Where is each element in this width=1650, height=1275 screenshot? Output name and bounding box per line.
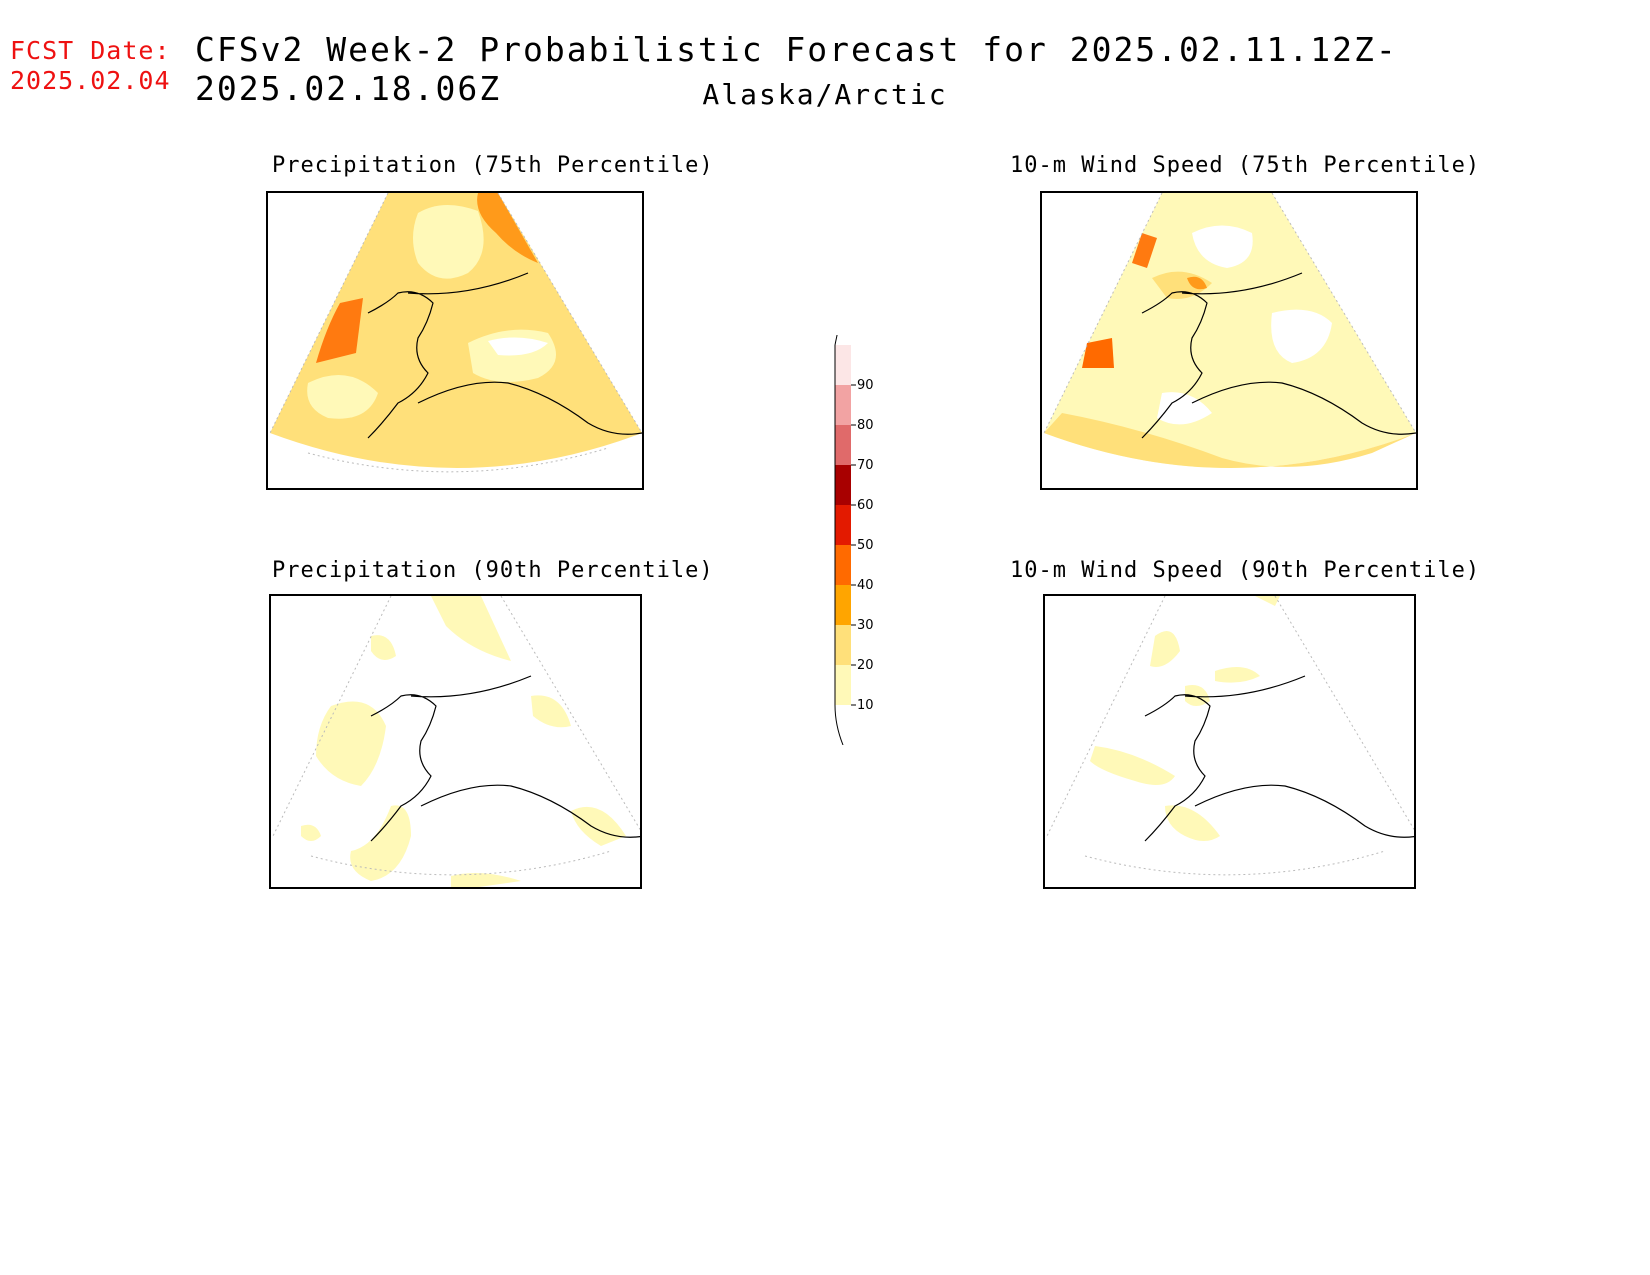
colorbar-label: 20 [857,658,874,673]
colorbar-label: 90 [857,378,874,393]
map-panel-wind-90 [1043,594,1416,889]
forecast-date-block: FCST Date: 2025.02.04 [10,36,171,96]
panel-title-wind-75: 10-m Wind Speed (75th Percentile) [1010,153,1481,178]
panel-title-precip-90: Precipitation (90th Percentile) [272,558,714,583]
panel-title-wind-90: 10-m Wind Speed (90th Percentile) [1010,558,1481,583]
colorbar-label: 10 [857,698,874,713]
colorbar-label: 70 [857,458,874,473]
colorbar-swatch [835,465,851,505]
colorbar-label: 30 [857,618,874,633]
colorbar-swatch [835,425,851,465]
colorbar-swatch [835,505,851,545]
colorbar-label: 60 [857,498,874,513]
forecast-date-label: FCST Date: [10,36,171,65]
colorbar-swatch [835,345,851,385]
colorbar-bottom-tail [834,704,844,745]
panel-title-precip-75: Precipitation (75th Percentile) [272,153,714,178]
forecast-date-value: 2025.02.04 [10,66,171,95]
map-panel-precip-75 [266,191,644,490]
page-title: CFSv2 Week-2 Probabilistic Forecast for … [195,30,1398,108]
colorbar-label: 50 [857,538,874,553]
map-panel-wind-75 [1040,191,1418,490]
colorbar-swatch [835,665,851,705]
colorbar-top-tail [834,335,838,346]
colorbar-legend: 10 20 30 40 50 60 70 80 90 [834,335,874,745]
colorbar-swatch [835,545,851,585]
colorbar-swatch [835,385,851,425]
colorbar-swatch [835,585,851,625]
colorbar-swatch [835,625,851,665]
page-subtitle: Alaska/Arctic [702,78,948,111]
map-panel-precip-90 [269,594,642,889]
colorbar-label: 80 [857,418,874,433]
colorbar-label: 40 [857,578,874,593]
